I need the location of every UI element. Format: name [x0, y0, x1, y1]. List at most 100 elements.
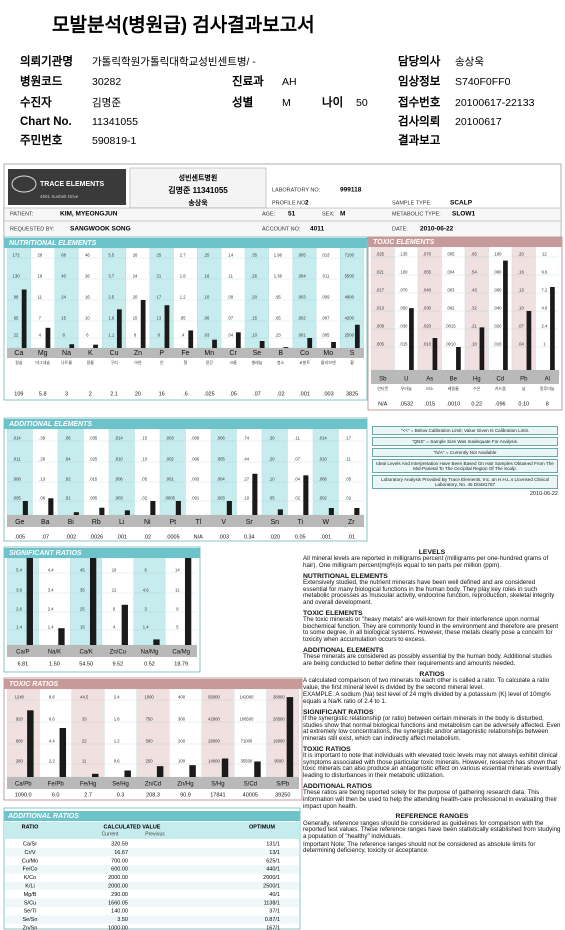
value-label: .0010 — [446, 401, 460, 407]
tick-label: .020 — [423, 324, 432, 329]
column-stripe — [201, 689, 235, 777]
value-label: 9.52 — [112, 661, 123, 667]
bar — [354, 508, 360, 515]
rh-label: REQUESTED BY: — [10, 226, 55, 232]
label-band — [7, 348, 364, 358]
bar — [189, 765, 196, 777]
tick-label: .0005 — [164, 496, 175, 501]
tick-label: .004 — [446, 270, 455, 275]
tick-label: .04 — [65, 457, 71, 462]
table-title: ADDITIONAL RATIOS — [7, 813, 79, 820]
section-heading: ADDITIONAL RATIOS — [303, 782, 372, 790]
table-col: CALCULATED VALUE — [104, 824, 161, 830]
rh-label: PATIENT: — [10, 211, 34, 217]
tick-label: .07 — [294, 457, 300, 462]
bars: .025 .021 .017 .013 .009 .005 .135 .100 .070 .050… — [371, 247, 559, 370]
tick-label: 4.6 — [143, 588, 149, 593]
column-stripe — [39, 689, 72, 777]
column-stripe — [210, 429, 237, 515]
tick-label: .070 — [423, 252, 432, 257]
value-label: .003 — [323, 391, 334, 397]
tick-label: 71000 — [241, 739, 253, 744]
cell: 2000.00 — [108, 883, 128, 889]
tick-label: .004 — [217, 477, 226, 482]
tick-label: .13 — [39, 477, 45, 482]
tick-label: .05 — [269, 496, 275, 501]
bar — [59, 728, 67, 777]
tick-label: .009 — [191, 436, 200, 441]
tick-label: 2.2 — [49, 759, 55, 764]
legend-notes: "<<" = Below Calibration Limit; Value Gi… — [372, 426, 558, 538]
tick-label: 35 — [80, 588, 85, 593]
column-stripe — [236, 429, 263, 515]
rh-value: 51 — [288, 211, 296, 218]
panel-title-bar — [4, 419, 367, 429]
cell: Se/Tl — [24, 909, 37, 915]
cell: 167/1 — [266, 925, 280, 930]
cell: 440/1 — [266, 867, 280, 873]
tick-label: .010 — [115, 457, 124, 462]
tick-label: .95 — [275, 295, 281, 300]
tick-label: 5.4 — [16, 568, 22, 573]
category-label: Tl — [195, 519, 201, 526]
section-text: These ratios are being reported solely f… — [303, 789, 558, 810]
value-label: 1.50 — [49, 661, 60, 667]
tick-label: .10 — [141, 457, 147, 462]
tick-label: .06 — [65, 436, 71, 441]
value-label: .07 — [253, 391, 261, 397]
field-value: 김명준 — [92, 97, 121, 109]
rh-label: DATE: — [392, 226, 408, 232]
bar — [58, 628, 65, 645]
field-label: 의뢰기관명 — [20, 54, 73, 68]
tick-label: .030 — [399, 324, 408, 329]
tick-label: 5 — [176, 625, 179, 630]
tick-label: 4 — [113, 625, 116, 630]
cell: 625/1 — [266, 858, 280, 864]
category-label: Mn — [204, 350, 214, 357]
tick-label: .020 — [493, 324, 502, 329]
tick-label: .43 — [471, 288, 477, 293]
column-stripe — [134, 429, 161, 515]
tick-label: 8 — [176, 607, 179, 612]
category-label: Bi — [68, 519, 75, 526]
table-stripe — [5, 898, 299, 907]
bar — [69, 344, 75, 348]
value-label: .020 — [269, 534, 280, 540]
tick-label: .005 — [298, 253, 307, 258]
tick-label: .014 — [115, 436, 124, 441]
category-label: Zr — [348, 519, 355, 526]
tick-label: 920 — [16, 717, 24, 722]
tick-label: 5500 — [345, 274, 355, 279]
tick-label: 15 — [80, 625, 85, 630]
section-text: A calculated comparison of two minerals … — [303, 676, 550, 691]
bar — [73, 512, 79, 515]
bar — [124, 510, 130, 515]
clinic-box — [129, 167, 267, 209]
tick-label: 200 — [178, 739, 186, 744]
tick-label: 1.4 — [143, 625, 149, 630]
rh-value: SCALP — [450, 200, 473, 207]
bar — [140, 300, 146, 348]
bar — [156, 766, 164, 777]
tick-label: .010 — [423, 342, 432, 347]
value-label: 40005 — [243, 792, 258, 798]
tick-label: .050 — [399, 306, 408, 311]
tick-label: .20 — [518, 252, 524, 257]
tick-label: 4800 — [345, 295, 355, 300]
tick-label: .4 — [181, 333, 185, 338]
tick-label: 1000 — [144, 695, 154, 700]
tick-label: .09 — [227, 295, 233, 300]
tick-label: 3.7 — [108, 274, 114, 279]
cell: 37/1 — [269, 909, 280, 915]
bar — [116, 309, 122, 348]
tick-label: 14000 — [208, 759, 220, 764]
section-text: It is important to note that individuals… — [303, 752, 561, 780]
tick-label: .030 — [423, 306, 432, 311]
value-label: .001 — [320, 534, 331, 540]
tick-label: 24 — [61, 295, 66, 300]
section-text: These minerals are considered as possibl… — [303, 653, 552, 667]
tick-label: .002 — [446, 306, 455, 311]
category-label: V — [221, 519, 226, 526]
column-stripe — [78, 248, 103, 348]
